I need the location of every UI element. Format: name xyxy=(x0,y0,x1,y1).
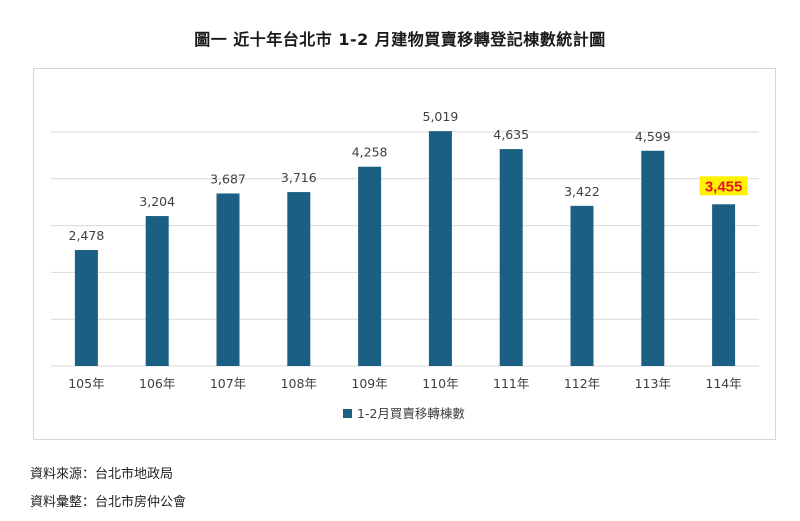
x-tick-label: 112年 xyxy=(564,376,600,391)
data-label: 5,019 xyxy=(423,109,459,124)
bar xyxy=(287,192,311,366)
legend: 1-2月買賣移轉棟數 xyxy=(343,406,465,421)
compiler-note: 資料彙整：台北市房仲公會 xyxy=(30,495,187,510)
x-tick-label: 114年 xyxy=(705,376,741,391)
data-label: 3,204 xyxy=(139,194,175,209)
bar xyxy=(216,193,240,366)
data-label: 3,422 xyxy=(564,184,600,199)
bar xyxy=(145,216,169,366)
bar xyxy=(499,149,523,366)
data-label: 3,687 xyxy=(210,171,246,186)
bars xyxy=(74,131,736,366)
page-title: 圖一 近十年台北市 1-2 月建物買賣移轉登記棟數統計圖 xyxy=(194,30,606,49)
x-tick-label: 105年 xyxy=(68,376,104,391)
x-tick-label: 109年 xyxy=(351,376,387,391)
source-note: 資料來源：台北市地政局 xyxy=(30,467,174,482)
data-label: 4,258 xyxy=(352,145,388,160)
x-tick-label: 107年 xyxy=(210,376,246,391)
data-label-highlight: 3,455 xyxy=(705,178,743,195)
highlight-box xyxy=(699,176,748,196)
x-tick-label: 108年 xyxy=(281,376,317,391)
data-label: 3,716 xyxy=(281,170,317,185)
data-label: 2,478 xyxy=(69,228,105,243)
data-label: 4,599 xyxy=(635,129,671,144)
x-axis-ticks: 105年 106年 107年 108年 109年 110年 111年 112年 113年 114年 xyxy=(68,376,742,391)
bar xyxy=(641,150,665,366)
x-tick-label: 106年 xyxy=(139,376,175,391)
x-tick-label: 113年 xyxy=(635,376,671,391)
value-labels: 2,478 3,204 3,687 3,716 4,258 5,019 4,635 3,422… xyxy=(69,109,748,243)
legend-swatch xyxy=(343,409,352,418)
data-label: 4,635 xyxy=(493,127,529,142)
bar xyxy=(570,205,594,366)
x-tick-label: 110年 xyxy=(422,376,458,391)
bar xyxy=(358,166,382,366)
bar xyxy=(712,204,736,366)
bar xyxy=(428,131,452,366)
legend-label: 1-2月買賣移轉棟數 xyxy=(357,406,465,421)
bar xyxy=(74,250,98,366)
gridlines xyxy=(51,131,759,367)
x-tick-label: 111年 xyxy=(493,376,529,391)
